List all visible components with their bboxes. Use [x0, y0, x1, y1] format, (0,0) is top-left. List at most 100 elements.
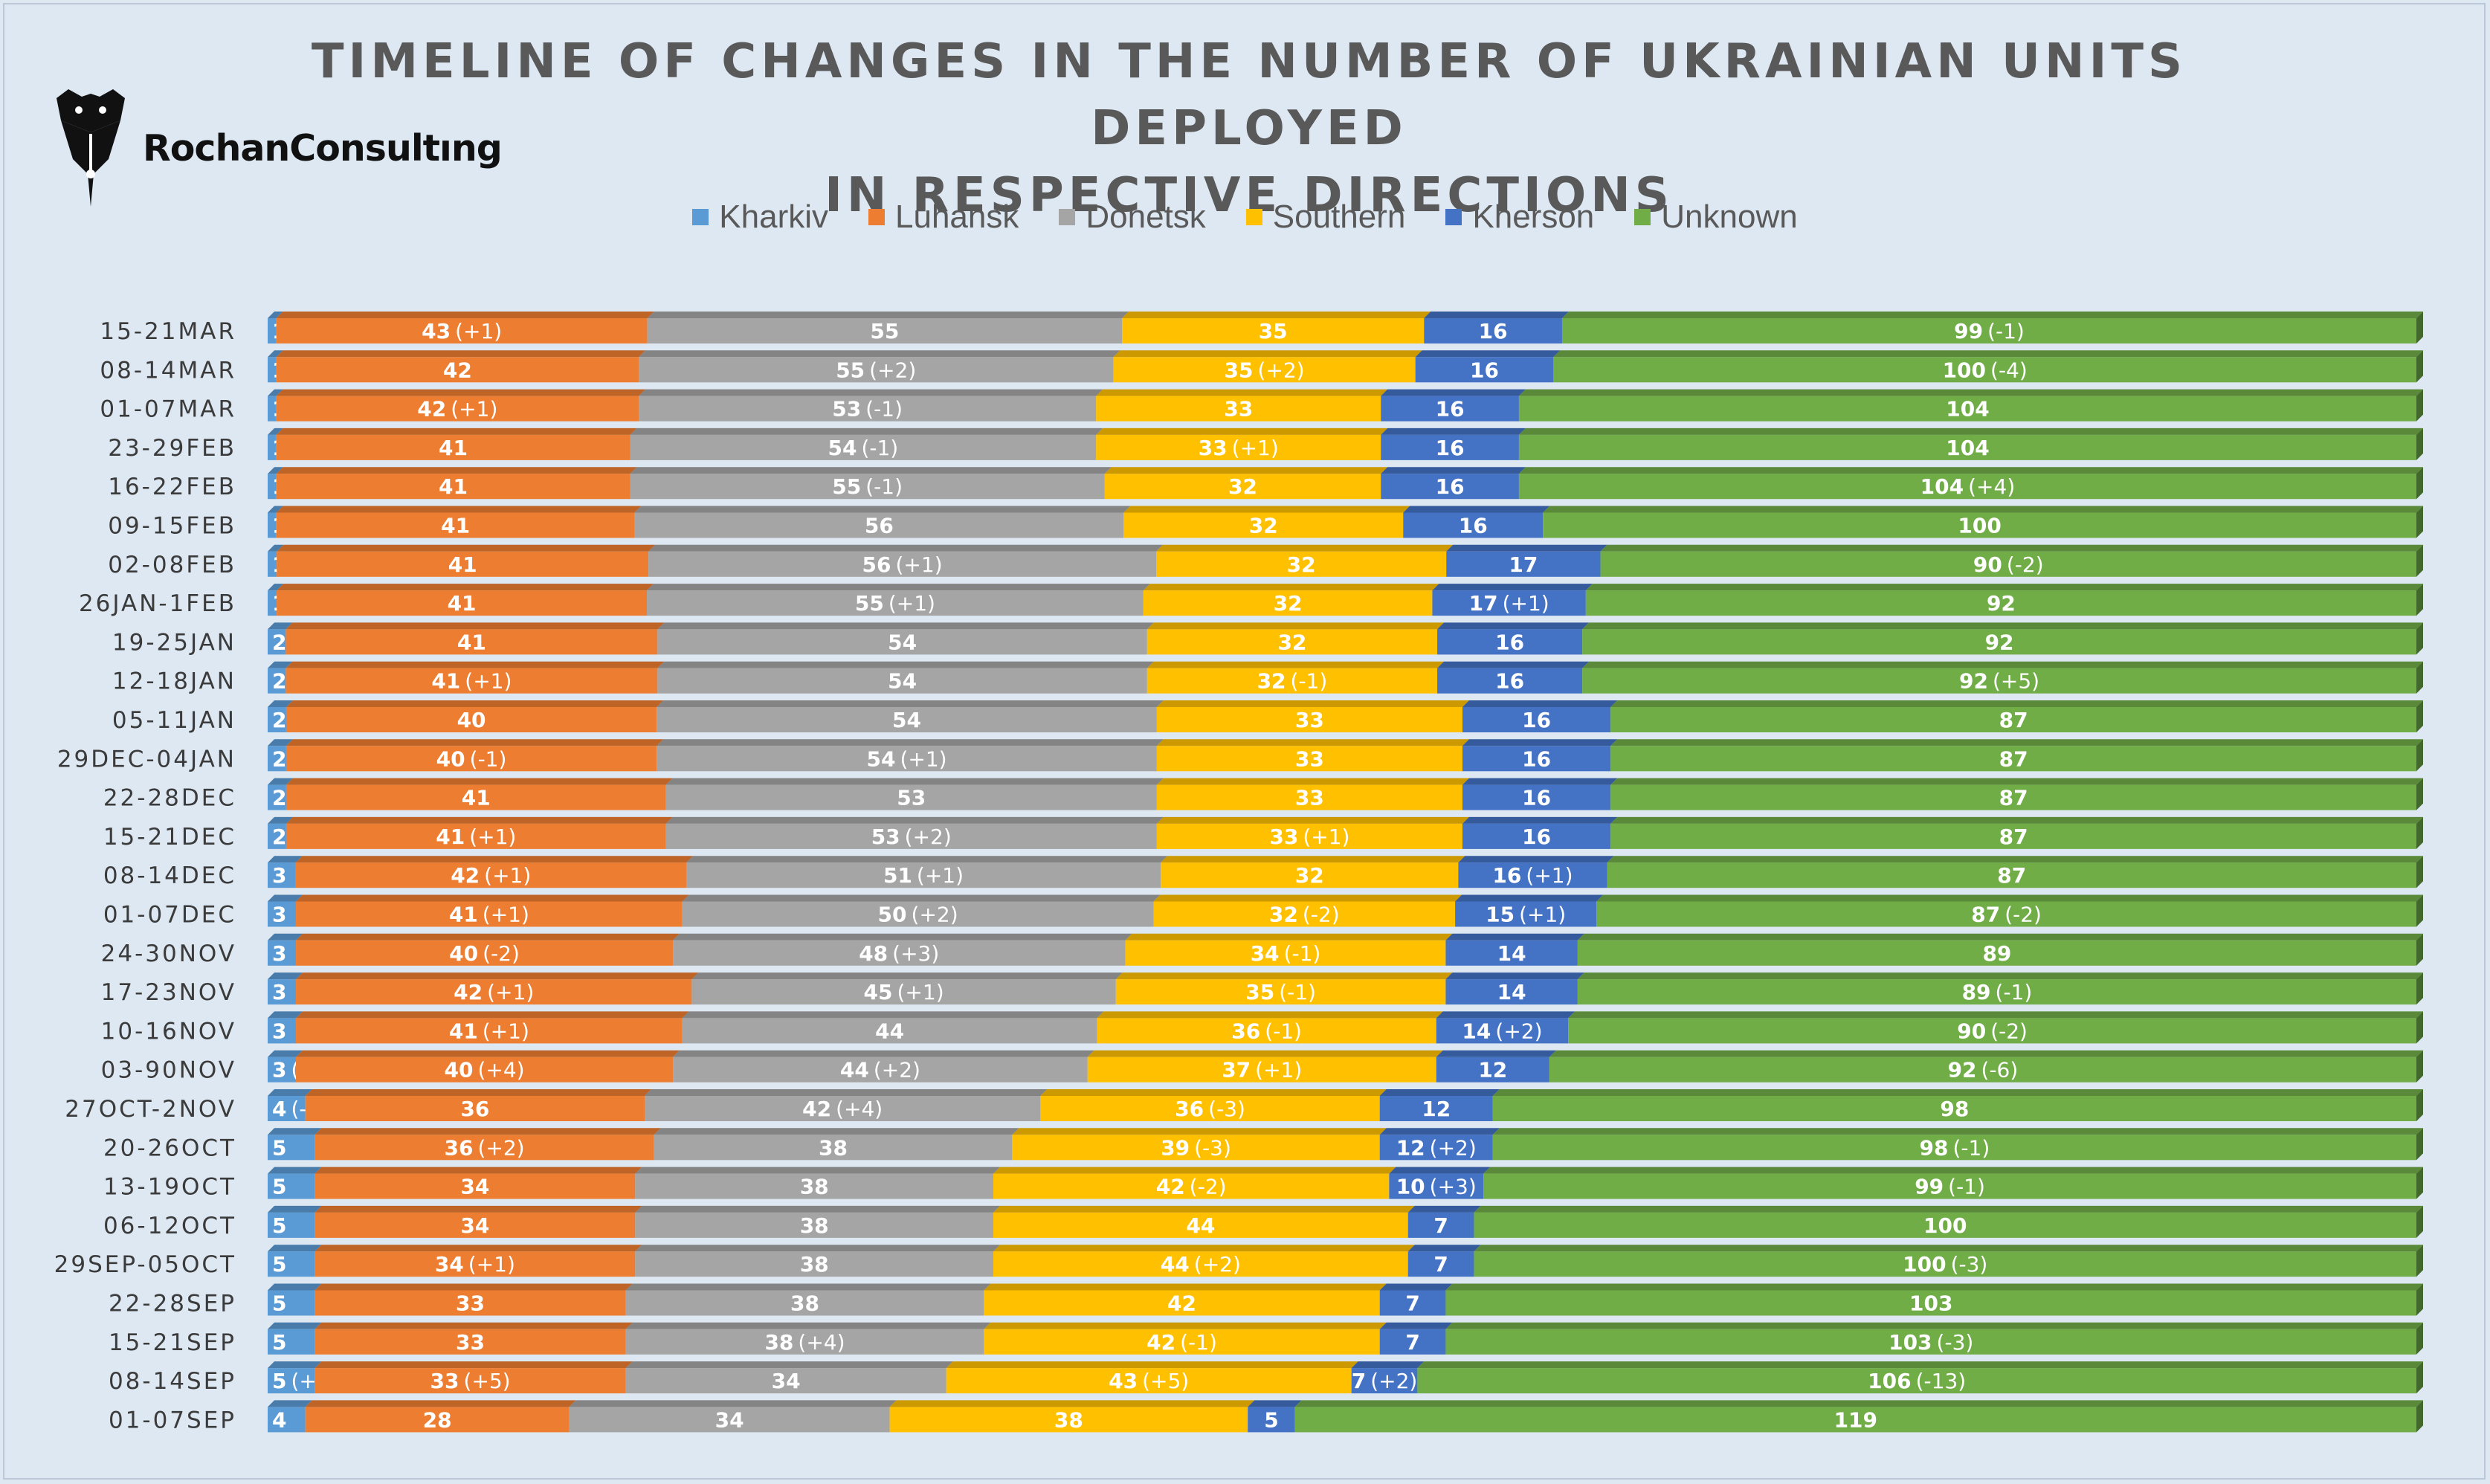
bar-segment-kherson: [1379, 1322, 1453, 1355]
bar-segment-southern: [1146, 661, 1445, 694]
chart-legend: Kharkiv Luhansk Donetsk Southern Kherson Unkn…: [0, 195, 2490, 239]
segment-value-label: 12: [1422, 1097, 1451, 1121]
bar-segment-kharkiv: [268, 894, 303, 927]
segment-value: 38: [764, 1330, 793, 1355]
segment-value-label: 33: [1295, 746, 1324, 771]
segment-value: 55: [832, 474, 861, 499]
bar-end-face: [2416, 350, 2423, 383]
segment-value: 53: [832, 397, 861, 422]
bar-segment-donetsk: [654, 1128, 1019, 1161]
segment-value: 33: [1224, 397, 1253, 422]
bar-segment-luhansk: [305, 1089, 652, 1121]
bar-end-face: [2416, 739, 2423, 772]
segment-value: 87: [1999, 746, 2028, 771]
segment-value: 2: [272, 669, 286, 694]
segment-value-label: 55 (+1): [855, 591, 935, 616]
segment-change: (+1): [484, 863, 531, 888]
segment-change: (+3): [892, 941, 939, 966]
bar-segment-donetsk: [639, 389, 1103, 422]
segment-change: (+1): [487, 980, 534, 1004]
bar-segment-donetsk: [657, 739, 1164, 772]
segment-change: (+1): [469, 825, 516, 849]
segment-value-label: 40: [457, 708, 486, 732]
bar-segment-luhansk: [295, 856, 693, 888]
bar-segment-kharkiv: [268, 350, 283, 383]
segment-value: 34: [772, 1369, 801, 1393]
segment-value: 54: [888, 630, 917, 654]
bar-segment-donetsk: [635, 1167, 1001, 1199]
bar-segment-southern: [1087, 1050, 1443, 1083]
segment-change: (+5): [1993, 669, 2039, 694]
segment-value-label: 32: [1287, 552, 1316, 577]
segment-value: 12: [1422, 1097, 1451, 1121]
bar-segment-kherson: [1436, 1050, 1556, 1083]
bar-end-face: [2416, 1361, 2423, 1394]
segment-value: 87: [1997, 863, 2026, 888]
segment-value: 16: [1522, 746, 1551, 771]
bar-segment-kharkiv: [268, 778, 293, 810]
segment-value-label: 32: [1295, 863, 1324, 888]
segment-value-label: 3: [272, 863, 286, 888]
bar-segment-unknown: [1474, 1245, 2423, 1277]
segment-value: 7: [1352, 1369, 1366, 1393]
segment-value-label: 54: [892, 708, 921, 732]
bar-end-face: [2416, 856, 2423, 888]
bar-segment-donetsk: [665, 816, 1164, 849]
bar-segment-southern: [1097, 1011, 1443, 1044]
segment-value: 34: [460, 1175, 489, 1199]
segment-value-label: 42 (-2): [1156, 1175, 1227, 1199]
segment-value: 16: [1436, 397, 1465, 422]
segment-value-label: 99 (-1): [1954, 319, 2025, 343]
segment-value: 38: [800, 1213, 829, 1238]
segment-change: (-2): [2007, 552, 2044, 577]
segment-change: (+1): [483, 903, 529, 927]
bar-segment-southern: [1125, 933, 1453, 966]
bar-end-face: [2416, 389, 2423, 422]
segment-value: 56: [865, 514, 894, 538]
segment-value-label: 33: [456, 1330, 485, 1355]
segment-value: 35: [1259, 319, 1288, 343]
segment-value: 38: [790, 1291, 819, 1316]
legend-label-kherson: Kherson: [1472, 199, 1595, 235]
bar-end-face: [2416, 584, 2423, 616]
segment-value: 87: [1971, 903, 2000, 927]
bar-segment-kherson: [1455, 894, 1604, 927]
bar-segment-unknown: [1610, 739, 2423, 772]
bar-segment-luhansk: [315, 1283, 633, 1316]
segment-value: 17: [1469, 591, 1498, 616]
bar-segment-donetsk: [630, 428, 1103, 460]
segment-change: (+2): [874, 1058, 920, 1083]
bar-end-face: [2416, 428, 2423, 460]
segment-value-label: 38 (+4): [764, 1330, 845, 1355]
segment-value: 34: [715, 1407, 744, 1432]
segment-value-label: 104: [1946, 397, 1989, 422]
segment-value-label: 89: [1982, 941, 2011, 966]
segment-change: (+1): [897, 980, 944, 1004]
segment-value: 15: [1486, 903, 1515, 927]
segment-change: (-13): [1916, 1369, 1967, 1393]
bar-segment-luhansk: [286, 622, 665, 655]
segment-value-label: 16: [1479, 319, 1508, 343]
bar-segment-kherson: [1437, 661, 1590, 694]
segment-change: (+1): [917, 863, 964, 888]
bar-segment-luhansk: [296, 1011, 689, 1044]
segment-value-label: 34: [772, 1369, 801, 1393]
segment-value-label: 100: [1923, 1213, 1967, 1238]
segment-value-label: 87: [1999, 786, 2028, 810]
segment-value-label: 92: [1985, 630, 2014, 654]
segment-change: (+5): [463, 1369, 510, 1393]
segment-value-label: 56: [865, 514, 894, 538]
segment-value-label: 34: [460, 1213, 489, 1238]
legend-swatch-luhansk: [868, 209, 886, 225]
segment-value-label: 92: [1987, 591, 2016, 616]
bar-segment-kharkiv: [268, 312, 283, 343]
segment-value: 106: [1868, 1369, 1911, 1393]
segment-value: 51: [883, 863, 912, 888]
bar-segment-southern: [1156, 816, 1469, 849]
segment-change: (+2): [1257, 358, 1304, 382]
segment-change: (+2): [905, 825, 952, 849]
segment-change: (+2): [1495, 1019, 1542, 1043]
segment-value-label: 42 (+4): [802, 1097, 883, 1121]
segment-value: 89: [1982, 941, 2011, 966]
segment-value: 104: [1920, 474, 1964, 499]
